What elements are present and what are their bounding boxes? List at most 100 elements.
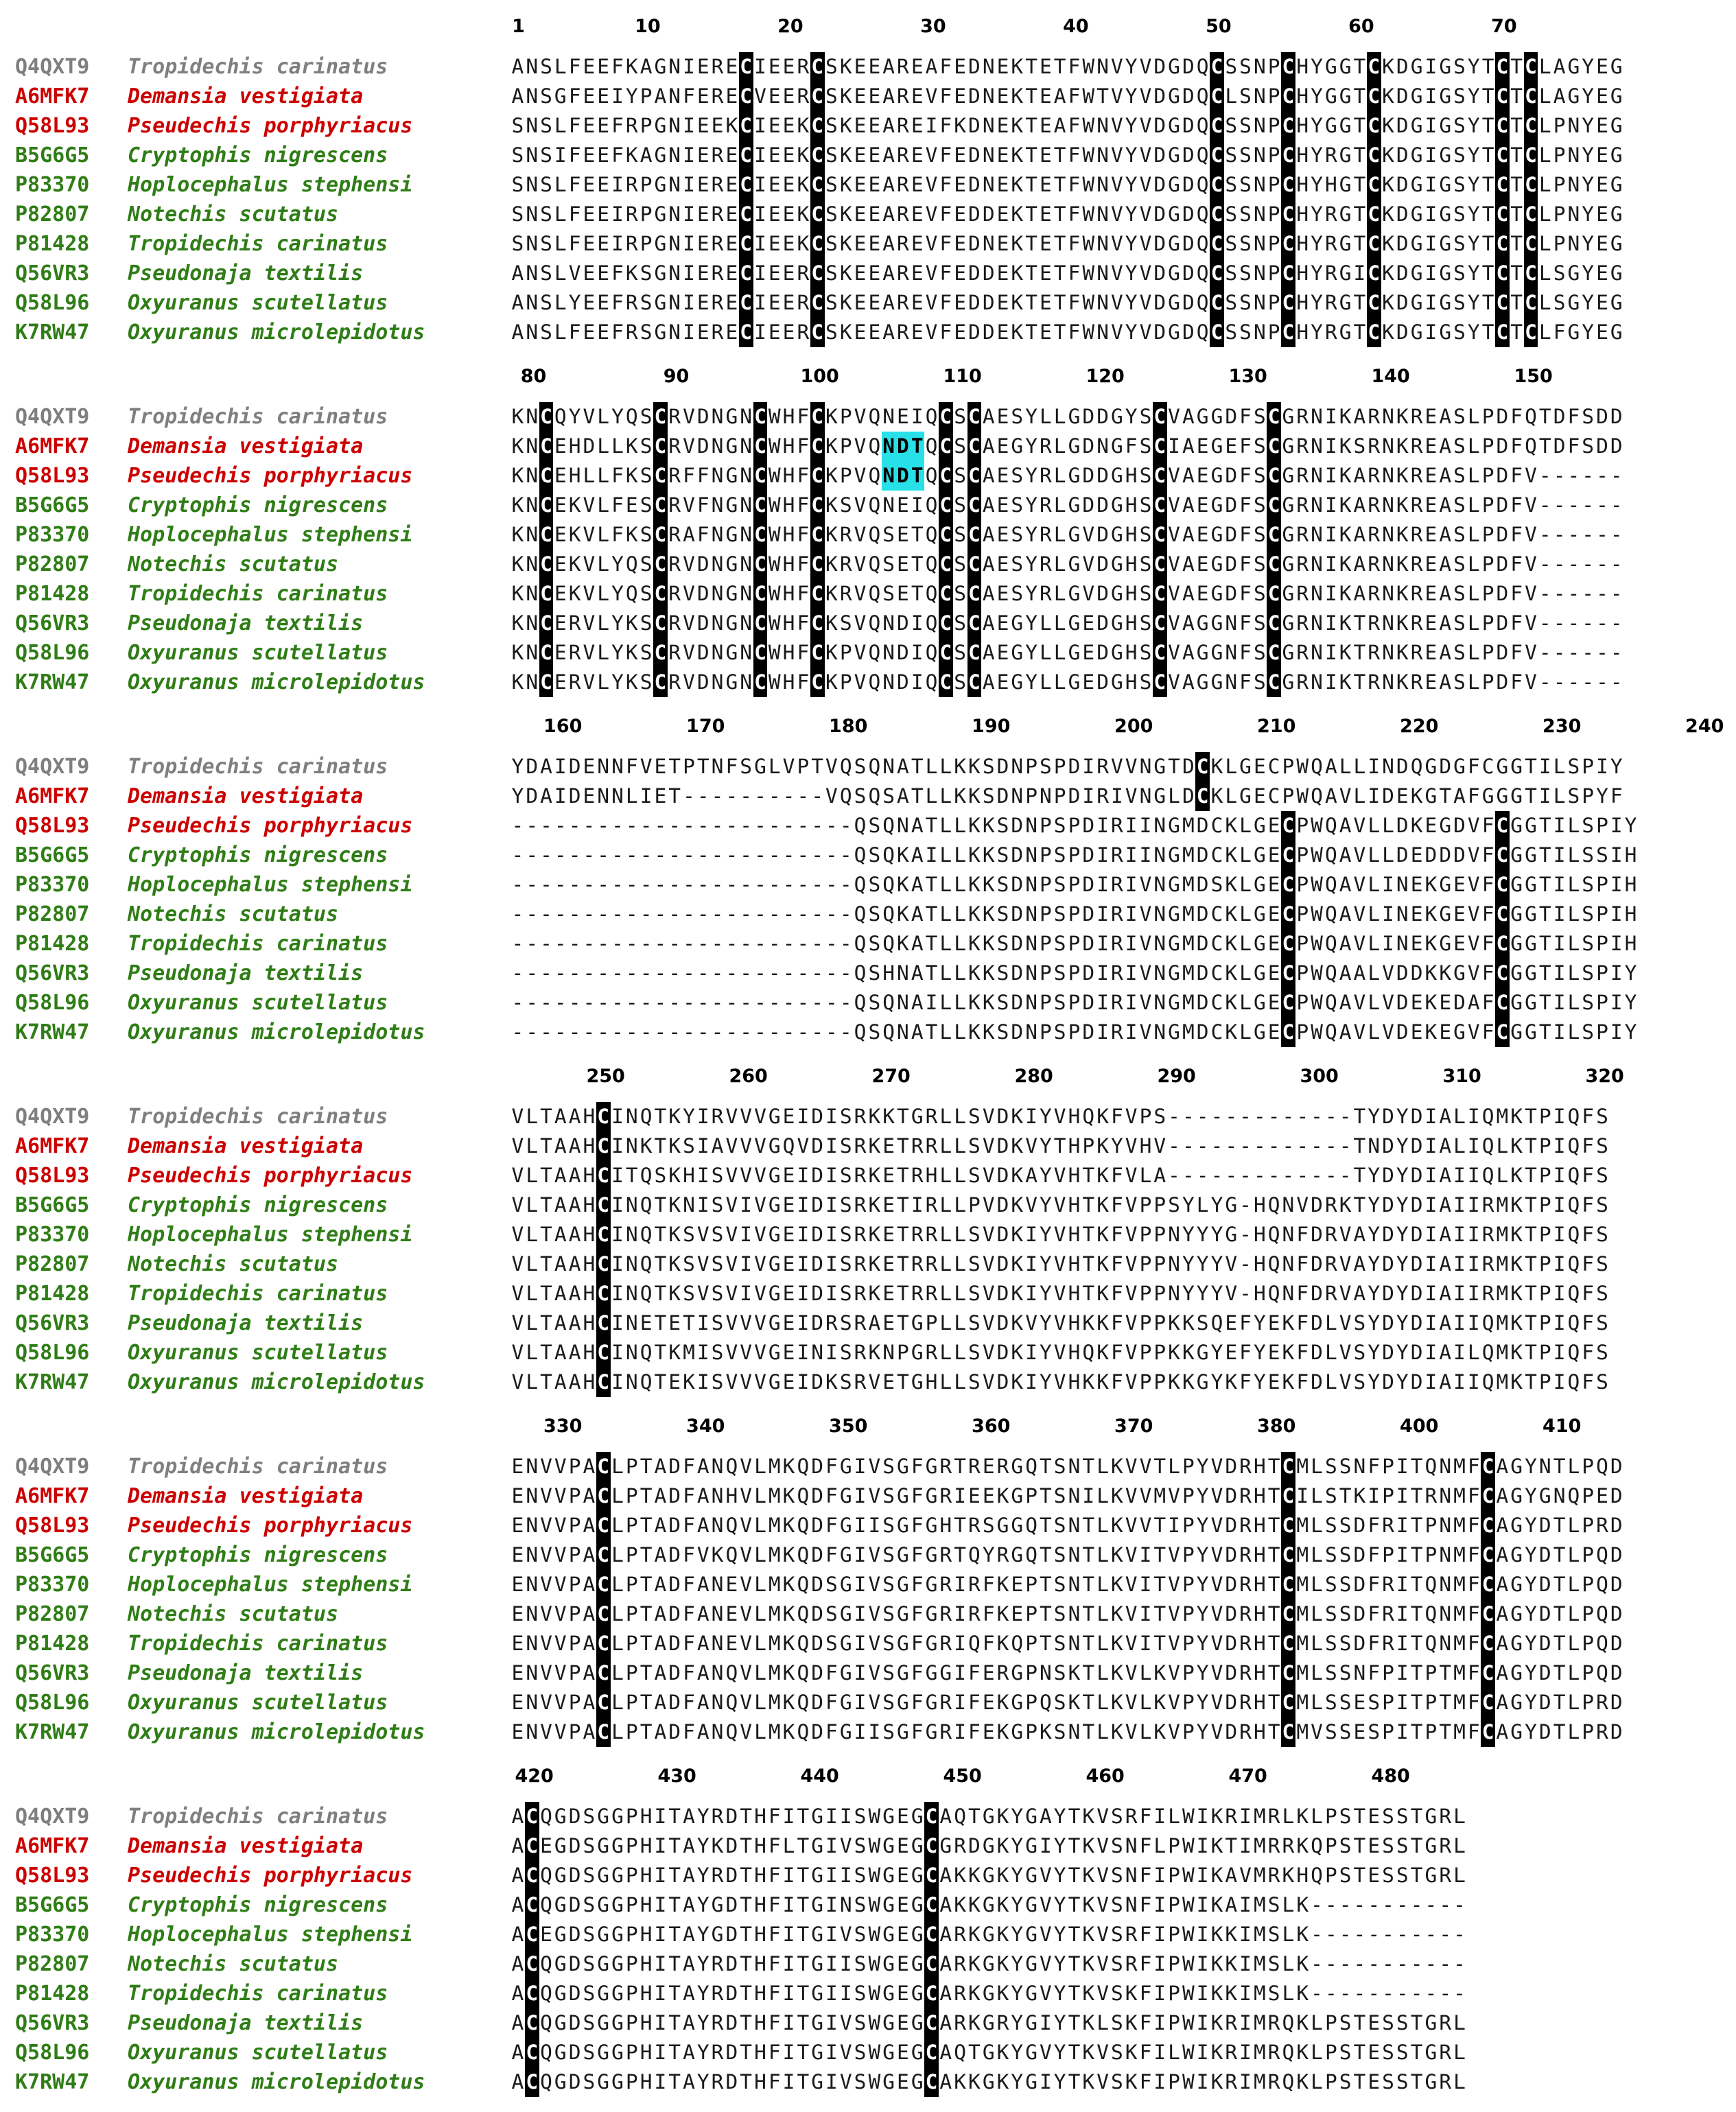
residue: E xyxy=(782,1282,795,1305)
residue: - xyxy=(1567,611,1580,635)
residue: T xyxy=(1068,1805,1081,1828)
residue: I xyxy=(1025,1370,1037,1394)
residue: G xyxy=(1282,552,1295,576)
residue: K xyxy=(868,1341,881,1364)
residue: Y xyxy=(1582,232,1595,255)
residue: M xyxy=(1296,1514,1309,1537)
residue: I xyxy=(797,1282,810,1305)
residue: S xyxy=(1139,523,1152,546)
residue: F xyxy=(1510,405,1523,428)
residue: T xyxy=(1538,873,1551,896)
residue: A xyxy=(683,2041,695,2064)
residue: - xyxy=(1610,641,1623,664)
residue: V xyxy=(1110,261,1123,285)
residue: - xyxy=(1296,1105,1309,1128)
residue: E xyxy=(868,84,881,108)
residue: Y xyxy=(1011,1982,1024,2005)
residue: S xyxy=(882,1661,895,1685)
residue: G xyxy=(1168,202,1180,226)
residue: E xyxy=(868,232,881,255)
residue: S xyxy=(683,1282,695,1305)
residue: T xyxy=(1410,2070,1423,2093)
residue: Y xyxy=(1582,173,1595,196)
residue: P xyxy=(1296,843,1309,867)
residue: P xyxy=(1267,143,1280,167)
residue: I xyxy=(1082,1484,1095,1507)
residue: I xyxy=(1553,961,1566,985)
residue: D xyxy=(668,1484,681,1507)
residue: E xyxy=(597,114,610,137)
residue: I xyxy=(1139,1602,1152,1626)
residue: Q xyxy=(868,464,881,487)
residue: H xyxy=(583,1134,596,1158)
residue: F xyxy=(611,464,624,487)
residue: G xyxy=(811,1893,824,1916)
residue: D xyxy=(1182,114,1195,137)
residue: - xyxy=(1553,670,1566,694)
residue: S xyxy=(1324,1484,1337,1507)
residue: Y xyxy=(511,784,524,808)
residue: L xyxy=(754,1514,766,1537)
residue: F xyxy=(1239,405,1252,428)
residue: W xyxy=(1182,1952,1195,1975)
residue: - xyxy=(1567,641,1580,664)
residue: K xyxy=(1510,1311,1523,1335)
residue: C xyxy=(596,1629,611,1658)
residue: D xyxy=(1396,755,1409,778)
residue: T xyxy=(640,1455,653,1478)
residue: - xyxy=(725,843,738,867)
residue: R xyxy=(1096,784,1109,808)
residue: Y xyxy=(1368,1105,1381,1128)
residue: Y xyxy=(1624,1020,1637,1044)
residue: E xyxy=(768,261,781,285)
residue: T xyxy=(811,755,824,778)
residue: R xyxy=(1410,670,1423,694)
residue: F xyxy=(1139,1834,1152,1857)
residue: T xyxy=(1410,1602,1423,1626)
residue: G xyxy=(597,1834,610,1857)
residue: S xyxy=(1339,1543,1352,1567)
residue: A xyxy=(683,1923,695,1946)
residue: G xyxy=(654,232,667,255)
residue: S xyxy=(1253,405,1266,428)
residue: D xyxy=(1382,1370,1394,1394)
residue: F xyxy=(683,1602,695,1626)
residue: L xyxy=(611,1455,624,1478)
residue: N xyxy=(1382,670,1394,694)
residue: L xyxy=(939,1282,952,1305)
residue: I xyxy=(1196,2041,1209,2064)
residue: S xyxy=(854,2041,867,2064)
residue: G xyxy=(1110,552,1123,576)
residue: V xyxy=(982,1164,995,1187)
residue: S xyxy=(1596,1223,1608,1246)
residue: P xyxy=(839,405,852,428)
residue: Q xyxy=(797,1632,810,1655)
residue: L xyxy=(954,1341,966,1364)
residue: G xyxy=(925,1720,938,1744)
residue: C xyxy=(1152,638,1167,668)
residue: - xyxy=(1324,1982,1337,2005)
residue: N xyxy=(740,523,753,546)
residue: D xyxy=(1382,1341,1394,1364)
residue: - xyxy=(568,814,581,837)
residue: T xyxy=(897,1252,909,1276)
residue: E xyxy=(1082,670,1095,694)
residue: V xyxy=(1139,1514,1152,1537)
residue: I xyxy=(1553,1020,1566,1044)
residue: N xyxy=(1538,1455,1551,1478)
residue: G xyxy=(1424,2070,1438,2093)
residue: V xyxy=(754,1252,766,1276)
residue: T xyxy=(740,1982,753,2005)
residue: M xyxy=(1296,1602,1309,1626)
residue: I xyxy=(1168,434,1180,458)
residue: G xyxy=(982,1805,995,1828)
residue: L xyxy=(526,1341,539,1364)
residue: L xyxy=(1053,611,1066,635)
residue: E xyxy=(696,114,709,137)
residue: W xyxy=(1182,2041,1195,2064)
residue: S xyxy=(1110,1805,1123,1828)
residue: I xyxy=(1153,1805,1166,1828)
